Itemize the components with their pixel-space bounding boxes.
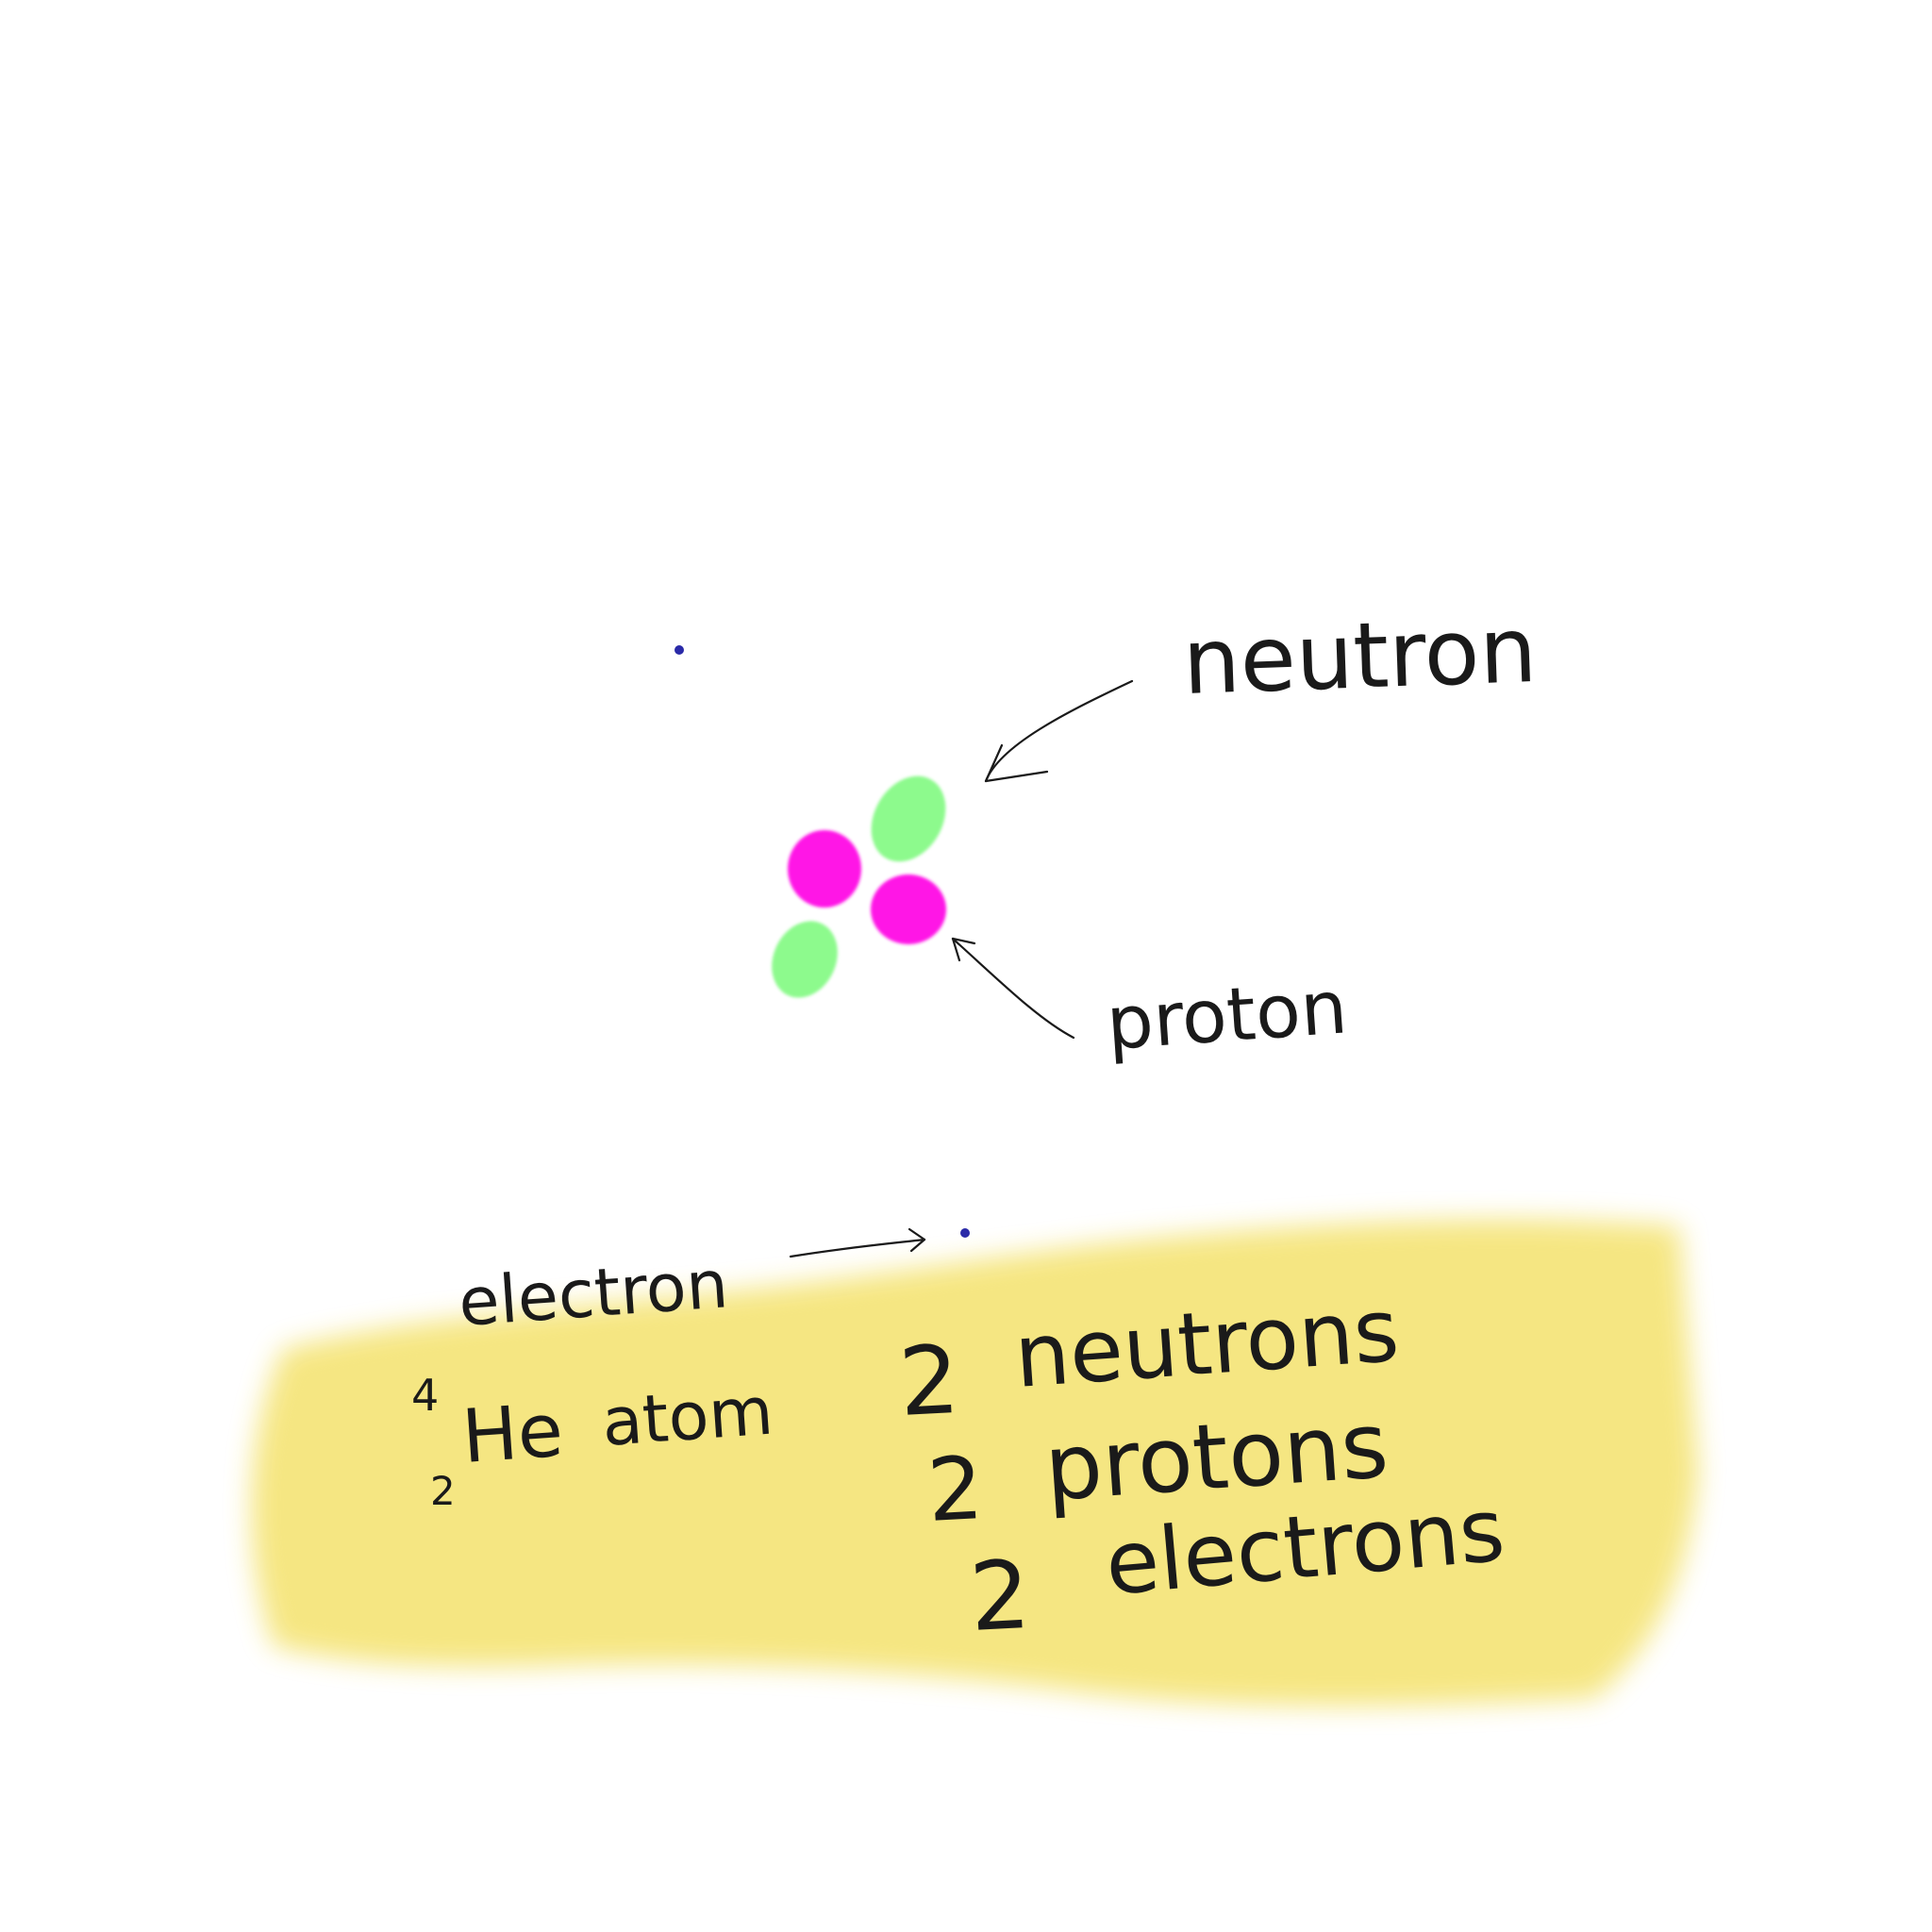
electron-label: electron — [456, 1245, 730, 1341]
highlight-band — [251, 1219, 1698, 1707]
atomic-number: 2 — [430, 1468, 456, 1514]
electron-dot-top — [675, 645, 684, 655]
count-protons: 2 protons — [925, 1392, 1391, 1541]
neutron-top-right — [871, 775, 946, 862]
neutron-arrow — [984, 679, 1134, 783]
neutron-label: neutron — [1181, 597, 1539, 715]
neutron-bottom-left — [772, 921, 838, 998]
electron-dot-bottom — [960, 1228, 970, 1238]
atom-word: atom — [599, 1373, 775, 1461]
count-protons-label: protons — [1041, 1392, 1391, 1522]
proton-bottom-right — [871, 874, 946, 944]
proton-label: proton — [1104, 965, 1350, 1067]
element-symbol: He — [459, 1389, 566, 1480]
mass-number: 4 — [411, 1370, 439, 1421]
count-neutrons-number: 2 — [896, 1324, 962, 1438]
count-protons-number: 2 — [925, 1438, 986, 1541]
count-electrons-number: 2 — [967, 1540, 1033, 1653]
proton-top-left — [788, 830, 861, 908]
electron-arrow — [789, 1227, 926, 1258]
proton-arrow — [951, 937, 1075, 1040]
